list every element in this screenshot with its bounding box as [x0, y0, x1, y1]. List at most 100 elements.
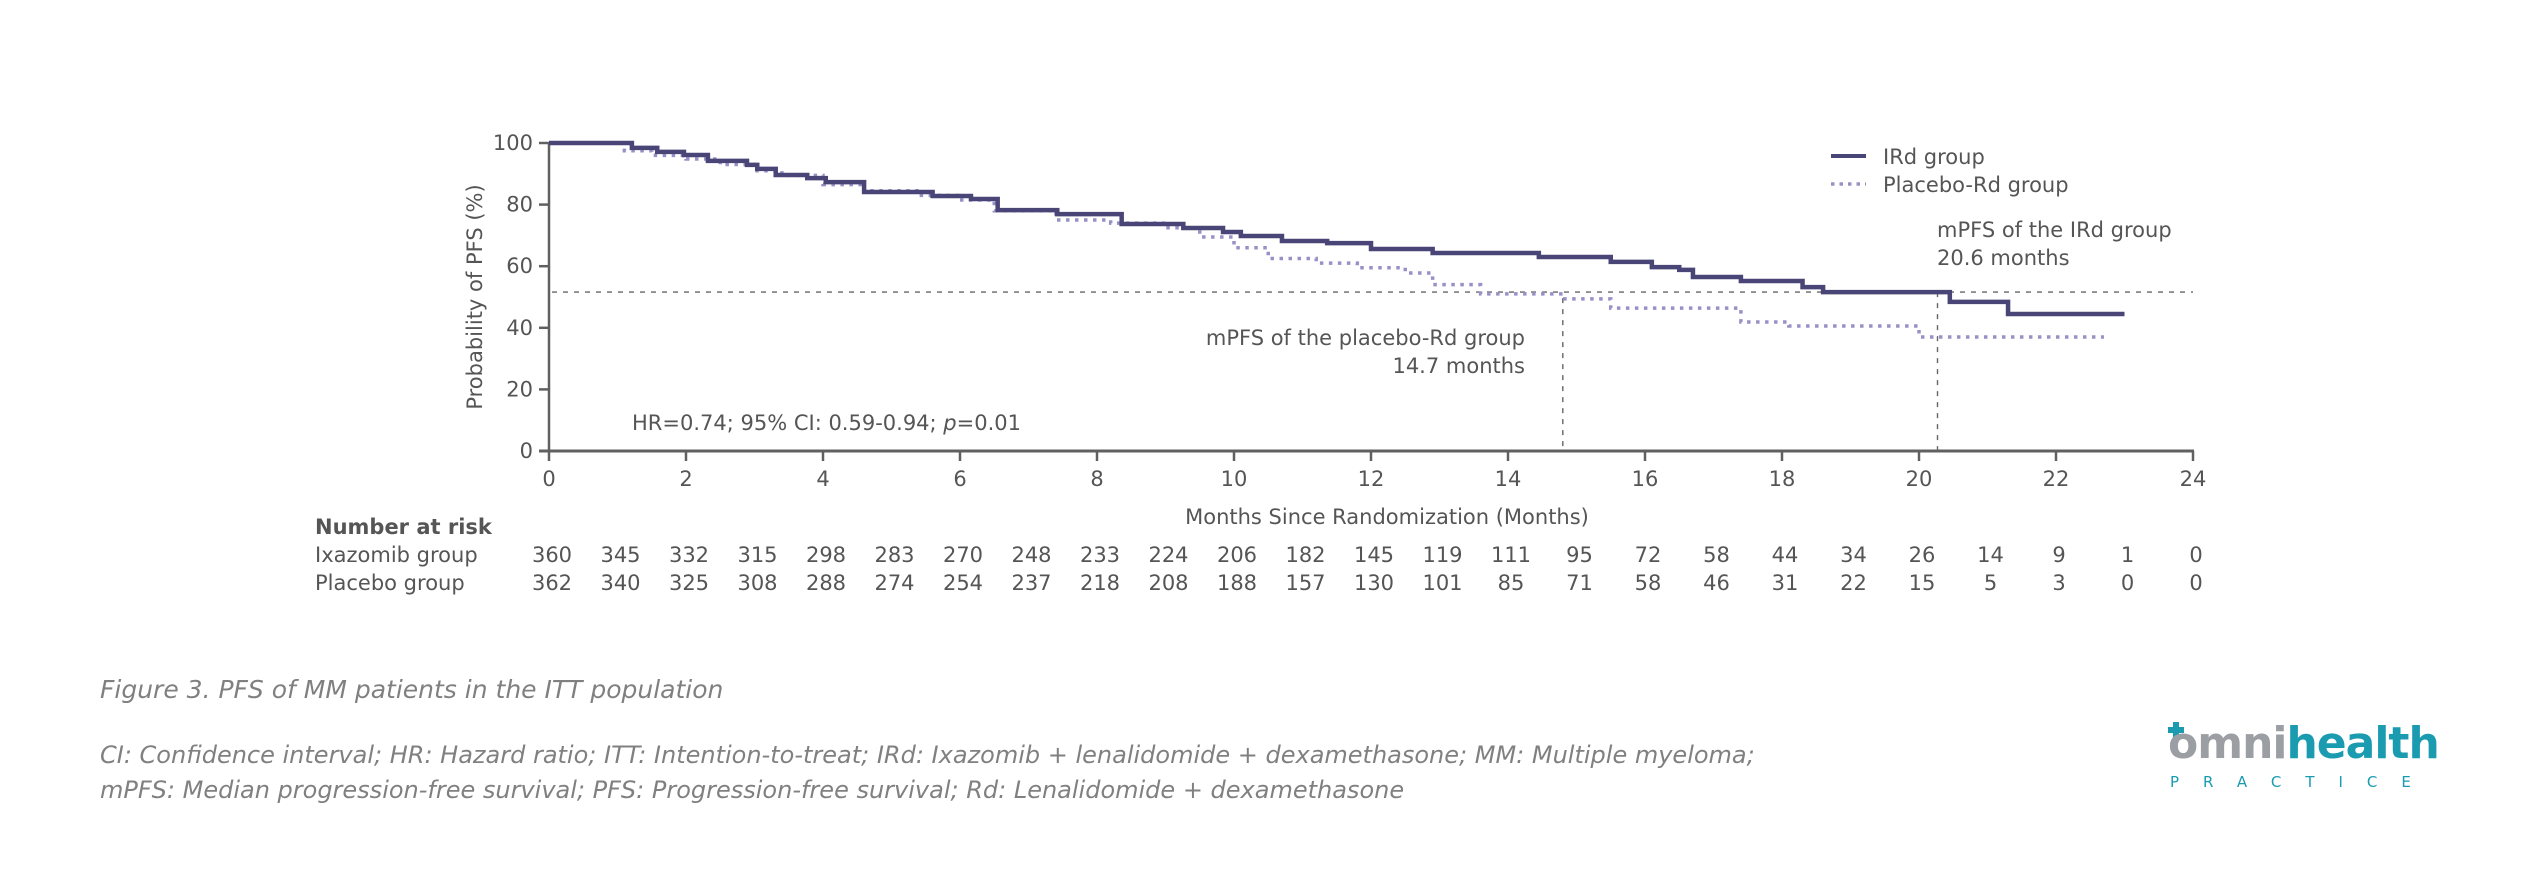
x-tick-label: 18: [1769, 467, 1796, 491]
legend-label-placebo: Placebo-Rd group: [1883, 173, 2069, 197]
legend: IRd group Placebo-Rd group: [1831, 145, 2069, 197]
risk-value: 58: [1703, 543, 1730, 567]
risk-value: 95: [1566, 543, 1593, 567]
logo-tagline: PRACTICE: [2170, 773, 2435, 791]
risk-row-label-placebo: Placebo group: [315, 571, 465, 595]
stats-suffix: =0.01: [957, 411, 1021, 435]
plus-icon: [2168, 722, 2184, 738]
risk-value: 31: [1772, 571, 1799, 595]
risk-value: 360: [532, 543, 572, 567]
logo-health: health: [2286, 718, 2439, 769]
risk-value: 248: [1011, 543, 1051, 567]
risk-value: 362: [532, 571, 572, 595]
x-tick-label: 14: [1495, 467, 1522, 491]
risk-value: 26: [1909, 543, 1936, 567]
chart-labels: Probability of PFS (%) Months Since Rand…: [463, 184, 2172, 529]
risk-value: 298: [806, 543, 846, 567]
omnihealth-logo: omnihealth PRACTICE: [2168, 718, 2440, 798]
y-tick-label: 20: [506, 377, 533, 401]
x-tick-label: 22: [2043, 467, 2070, 491]
risk-row-label-ixazomib: Ixazomib group: [315, 543, 478, 567]
x-tick-label: 8: [1090, 467, 1103, 491]
placebo-median-label-line2: 14.7 months: [1392, 354, 1525, 378]
y-tick-label: 100: [493, 131, 533, 155]
risk-value: 14: [1977, 543, 2004, 567]
risk-values: 360 345 332 315 298 283 270 248 233 224 206 182 145 1…: [532, 543, 2203, 595]
risk-value: 130: [1354, 571, 1394, 595]
stats-prefix: HR=0.74; 95% CI: 0.59-0.94;: [632, 411, 943, 435]
risk-value: 254: [943, 571, 983, 595]
risk-value: 15: [1909, 571, 1936, 595]
irl-median-label-line2: 20.6 months: [1937, 246, 2070, 270]
risk-value: 315: [737, 543, 777, 567]
risk-value: 0: [2189, 543, 2202, 567]
number-at-risk-title: Number at risk: [315, 515, 493, 539]
risk-value: 9: [2052, 543, 2065, 567]
x-tick-label: 24: [2180, 467, 2207, 491]
y-tick-label: 0: [520, 439, 533, 463]
risk-value: 288: [806, 571, 846, 595]
x-tick-label: 12: [1358, 467, 1385, 491]
x-axis-title: Months Since Randomization (Months): [1185, 505, 1589, 529]
risk-value: 182: [1285, 543, 1325, 567]
risk-value: 72: [1635, 543, 1662, 567]
risk-value: 22: [1840, 571, 1867, 595]
risk-value: 0: [2121, 571, 2134, 595]
logo-wordmark: omnihealth: [2168, 718, 2440, 770]
risk-value: 274: [874, 571, 914, 595]
risk-value: 224: [1148, 543, 1188, 567]
risk-value: 44: [1772, 543, 1799, 567]
risk-value: 340: [600, 571, 640, 595]
x-tick-label: 16: [1632, 467, 1659, 491]
p-symbol: p: [942, 411, 956, 435]
x-tick-label: 6: [953, 467, 966, 491]
x-tick-label: 10: [1221, 467, 1248, 491]
risk-value: 101: [1422, 571, 1462, 595]
y-tick-label: 80: [506, 193, 533, 217]
risk-value: 208: [1148, 571, 1188, 595]
risk-value: 111: [1491, 543, 1531, 567]
y-axis-title: Probability of PFS (%): [463, 184, 487, 409]
risk-value: 325: [669, 571, 709, 595]
risk-value: 119: [1422, 543, 1462, 567]
risk-value: 345: [600, 543, 640, 567]
risk-value: 233: [1080, 543, 1120, 567]
risk-value: 3: [2052, 571, 2065, 595]
risk-value: 308: [737, 571, 777, 595]
risk-value: 218: [1080, 571, 1120, 595]
figure-caption: Figure 3. PFS of MM patients in the ITT …: [100, 675, 724, 704]
risk-value: 71: [1566, 571, 1593, 595]
x-tick-label: 0: [542, 467, 555, 491]
risk-value: 237: [1011, 571, 1051, 595]
risk-value: 1: [2121, 543, 2134, 567]
risk-value: 85: [1498, 571, 1525, 595]
risk-value: 46: [1703, 571, 1730, 595]
x-tick-label: 20: [1906, 467, 1933, 491]
risk-value: 5: [1984, 571, 1997, 595]
risk-value: 145: [1354, 543, 1394, 567]
logo-omni: omni: [2168, 718, 2287, 769]
ird-curve: [549, 140, 2125, 317]
risk-value: 283: [874, 543, 914, 567]
x-tick-label: 4: [816, 467, 829, 491]
y-tick-label: 60: [506, 254, 533, 278]
risk-value: 332: [669, 543, 709, 567]
x-tick-label: 2: [679, 467, 692, 491]
risk-value: 206: [1217, 543, 1257, 567]
legend-label-ird: IRd group: [1883, 145, 1985, 169]
survival-curves: [549, 140, 2125, 339]
y-tick-label: 40: [506, 316, 533, 340]
stats-annotation: HR=0.74; 95% CI: 0.59-0.94; p=0.01: [632, 411, 1021, 435]
risk-value: 270: [943, 543, 983, 567]
risk-value: 188: [1217, 571, 1257, 595]
footnote-line-1: CI: Confidence interval; HR: Hazard rati…: [100, 741, 1755, 769]
irl-median-label-line1: mPFS of the IRd group: [1937, 218, 2172, 242]
risk-value: 58: [1635, 571, 1662, 595]
risk-value: 157: [1285, 571, 1325, 595]
number-at-risk-table: Number at risk Ixazomib group Placebo gr…: [315, 515, 2203, 595]
risk-value: 34: [1840, 543, 1867, 567]
risk-value: 0: [2189, 571, 2202, 595]
footnote-line-2: mPFS: Median progression-free survival; …: [100, 776, 1405, 804]
